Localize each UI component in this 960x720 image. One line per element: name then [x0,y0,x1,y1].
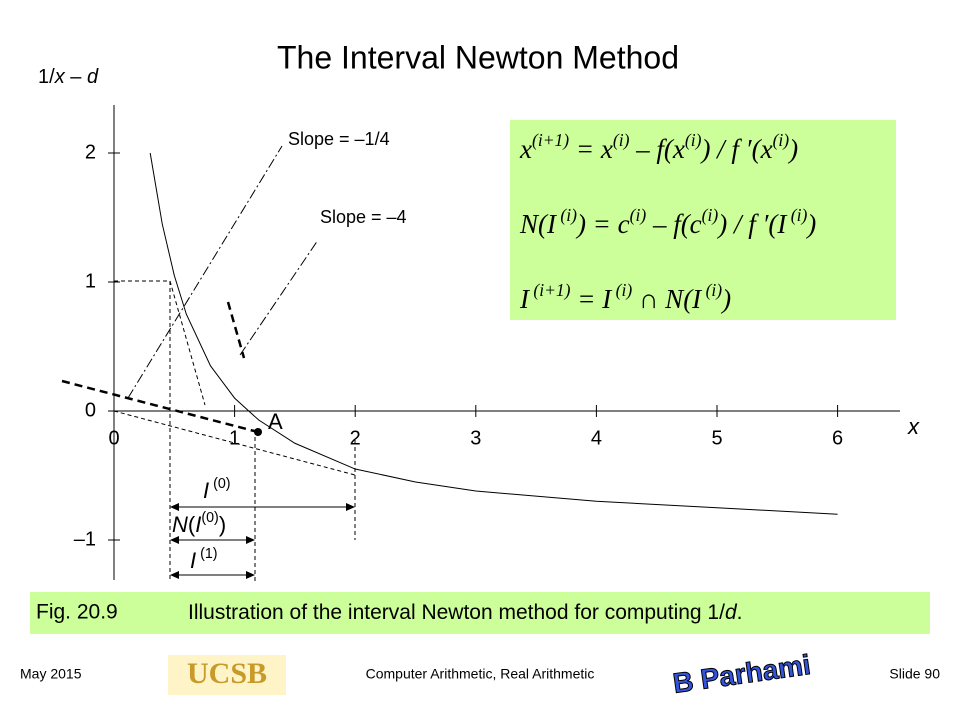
x-tick-label: 3 [470,427,481,449]
text-run: (i) [556,205,577,225]
x-tick-label: 1 [229,427,240,449]
slope-label: Slope = –4 [320,207,407,227]
text-run: (i) [611,280,632,300]
text-run: ) = c [575,209,630,239]
text-run: (i) [685,130,702,150]
footer-slide: Slide 90 [889,666,940,682]
slope-label: Slope = –1/4 [288,129,390,149]
text-run: 1/ [38,66,55,88]
text-run: (i) [773,130,790,150]
caption-label: Fig. 20.9 [36,601,118,624]
text-run: d [87,66,99,88]
rich-text: 1/x – d [38,66,99,88]
text-run: ) / f ′(I [716,209,788,239]
text-run: ( [188,512,196,537]
curve [149,152,838,515]
slope-line [127,145,283,399]
x-tick-label: 0 [108,427,119,449]
x-tick-label: 5 [711,427,722,449]
rich-text: I (i+1) = I (i) ∩ N(I (i)) [519,280,731,314]
text-run: (1) [196,546,217,562]
text-run: N [172,512,188,537]
text-run: (i) [786,205,807,225]
text-run: I [195,512,201,537]
x-tick-label: 4 [591,427,602,449]
y-tick-label: 2 [85,141,96,163]
rich-text: I (1) [190,546,218,573]
text-run: I [190,548,196,573]
text-run: – f(x [629,134,684,164]
text-run: ) [720,284,731,314]
tangent [61,379,259,434]
logo-left [168,655,286,695]
rich-text: I (0) [203,476,231,503]
text-run: N(I [519,209,558,239]
rich-text: x(i+1) = x(i) – f(x(i)) / f ′(x(i)) [519,130,798,164]
text-run: (i) [701,280,722,300]
footer-course: Computer Arithmetic, Real Arithmetic [366,666,595,682]
text-run: Illustration of the interval Newton meth… [188,601,725,624]
x-tick-label: 2 [350,427,361,449]
text-run: ) [219,512,226,537]
text-run: I [519,284,531,314]
guide [169,280,206,406]
footer-date: May 2015 [20,666,82,682]
slope-line [239,239,319,356]
text-run: – [65,66,87,88]
y-tick-label: 0 [85,399,96,421]
text-run: d [725,601,738,624]
text-run: (i) [702,205,719,225]
text-run: ) [805,209,816,239]
text-run: = x [569,134,613,164]
text-run: . [737,601,743,624]
text-run: x [54,66,66,88]
rich-text: Illustration of the interval Newton meth… [188,601,742,624]
text-run: (i) [630,205,647,225]
x-axis-label: x [907,414,920,439]
text-run: I [203,478,209,503]
point-a [254,428,262,436]
text-run: x [519,134,532,164]
tangent [226,301,246,359]
y-tick-label: –1 [74,528,96,550]
text-run: ) [787,134,798,164]
text-run: (0) [209,476,230,492]
title: The Interval Newton Method [277,39,679,75]
x-tick-label: 6 [832,427,843,449]
logo-left-text: UCSB [187,657,267,690]
constructions [61,145,356,582]
y-tick-label: 1 [85,270,96,292]
rich-text: N(I (i)) = c(i) – f(c(i)) / f ′(I (i)) [519,205,816,239]
text-run: ) / f ′(x [699,134,772,164]
text-run: (i) [613,130,630,150]
text-run: (i+1) [532,130,569,150]
text-run: = I [571,284,614,314]
point-label: A [268,409,283,434]
formula-box [510,120,896,320]
text-run: ∩ N(I [632,284,703,314]
caption-box [30,592,930,634]
logo-right: B Parhami [671,649,812,699]
text-run: (i+1) [529,280,571,300]
text-run: – f(c [646,209,701,239]
rich-text: N(I(0)) [172,510,226,537]
text-run: (0) [201,510,218,526]
